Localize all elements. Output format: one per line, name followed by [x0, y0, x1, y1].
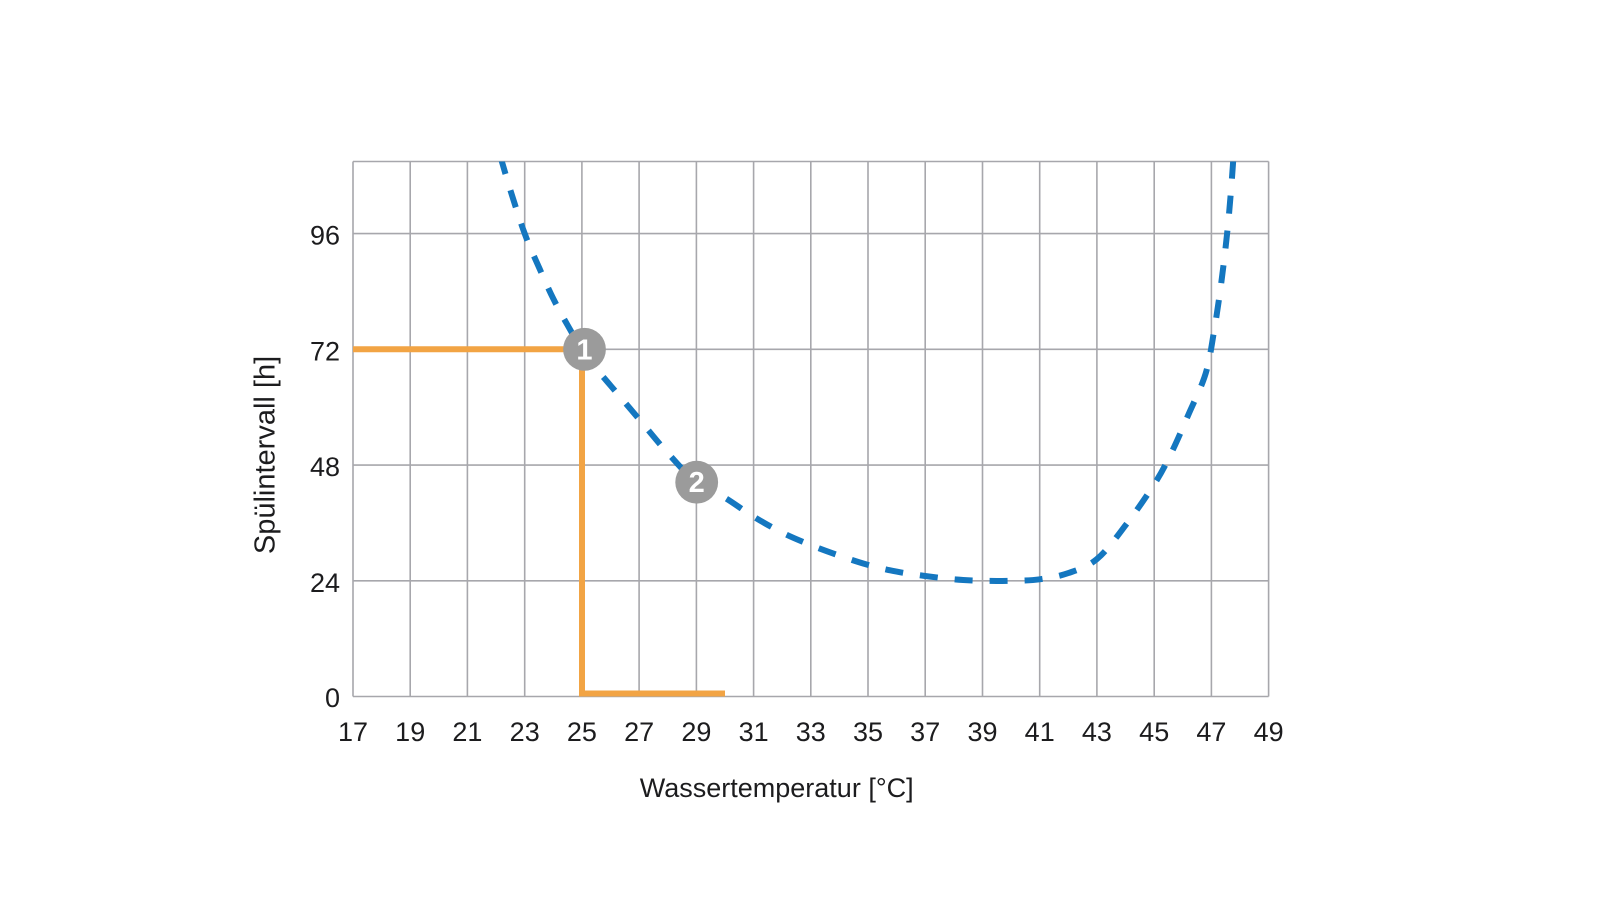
- svg-text:17: 17: [338, 717, 368, 747]
- svg-text:31: 31: [739, 717, 769, 747]
- svg-text:Spülintervall [h]: Spülintervall [h]: [250, 356, 282, 554]
- svg-text:39: 39: [967, 717, 997, 747]
- svg-text:47: 47: [1196, 717, 1226, 747]
- svg-text:27: 27: [624, 717, 654, 747]
- svg-text:0: 0: [325, 683, 340, 713]
- svg-text:49: 49: [1254, 717, 1284, 747]
- svg-text:72: 72: [310, 336, 340, 366]
- svg-text:37: 37: [910, 717, 940, 747]
- svg-text:19: 19: [395, 717, 425, 747]
- svg-text:29: 29: [681, 717, 711, 747]
- svg-text:24: 24: [310, 568, 340, 598]
- svg-text:Wassertemperatur [°C]: Wassertemperatur [°C]: [640, 773, 914, 803]
- svg-text:33: 33: [796, 717, 826, 747]
- svg-text:48: 48: [310, 452, 340, 482]
- svg-text:2: 2: [689, 467, 705, 499]
- svg-text:21: 21: [452, 717, 482, 747]
- svg-text:41: 41: [1025, 717, 1055, 747]
- svg-text:35: 35: [853, 717, 883, 747]
- svg-text:45: 45: [1139, 717, 1169, 747]
- svg-text:96: 96: [310, 221, 340, 251]
- svg-text:1: 1: [576, 334, 592, 366]
- svg-text:43: 43: [1082, 717, 1112, 747]
- svg-text:25: 25: [567, 717, 597, 747]
- svg-text:23: 23: [510, 717, 540, 747]
